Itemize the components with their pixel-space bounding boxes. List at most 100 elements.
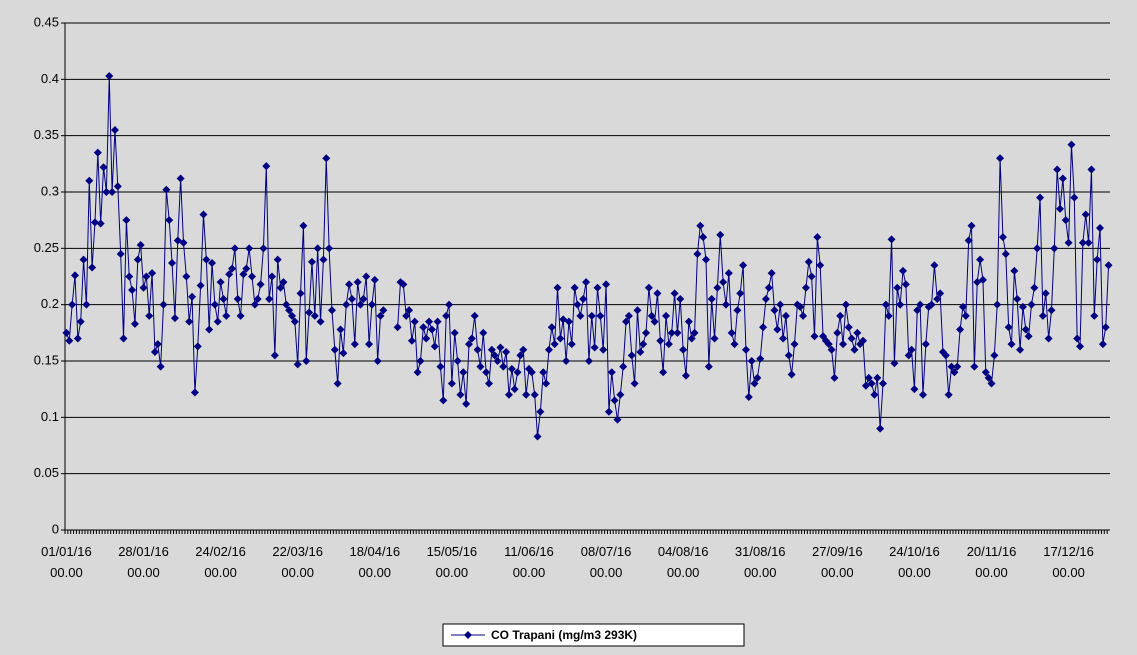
- point-marker: [1018, 302, 1027, 311]
- point-marker: [547, 323, 556, 332]
- point-marker: [881, 300, 890, 309]
- point-marker: [670, 289, 679, 298]
- point-marker: [953, 362, 962, 371]
- point-marker: [602, 280, 611, 289]
- point-marker: [359, 295, 368, 304]
- point-marker: [976, 255, 985, 264]
- point-marker: [961, 311, 970, 320]
- point-marker: [870, 390, 879, 399]
- point-marker: [610, 396, 619, 405]
- point-marker: [327, 306, 336, 315]
- point-marker: [824, 340, 833, 349]
- point-marker: [128, 286, 137, 295]
- point-marker: [1104, 261, 1113, 270]
- point-marker: [910, 385, 919, 394]
- point-marker: [864, 373, 873, 382]
- point-marker: [148, 269, 157, 278]
- point-marker: [216, 278, 225, 287]
- point-marker: [696, 221, 705, 230]
- point-marker: [690, 328, 699, 337]
- y-tick-label: 0.15: [34, 352, 59, 367]
- point-marker: [290, 317, 299, 326]
- point-marker: [190, 388, 199, 397]
- point-marker: [799, 311, 808, 320]
- point-marker: [622, 317, 631, 326]
- point-marker: [319, 255, 328, 264]
- point-marker: [647, 311, 656, 320]
- point-marker: [225, 270, 234, 279]
- point-marker: [310, 311, 319, 320]
- point-marker: [556, 334, 565, 343]
- point-marker: [268, 272, 277, 281]
- point-marker: [313, 244, 322, 253]
- point-marker: [1027, 300, 1036, 309]
- point-marker: [496, 343, 505, 352]
- point-marker: [339, 349, 348, 358]
- x-tick-label: 27/09/16 00.00: [812, 544, 863, 580]
- point-marker: [604, 407, 613, 416]
- point-marker: [1058, 174, 1067, 183]
- point-marker: [1047, 306, 1056, 315]
- point-marker: [285, 306, 294, 315]
- point-marker: [68, 300, 77, 309]
- x-tick-label: 31/08/16 00.00: [735, 544, 786, 580]
- point-marker: [713, 283, 722, 292]
- y-tick-label: 0.4: [41, 71, 59, 86]
- point-marker: [930, 261, 939, 270]
- point-marker: [467, 334, 476, 343]
- point-marker: [219, 295, 228, 304]
- point-marker: [307, 257, 316, 266]
- point-marker: [168, 258, 177, 267]
- point-marker: [667, 328, 676, 337]
- point-marker: [205, 325, 214, 334]
- point-marker: [208, 258, 217, 267]
- point-marker: [699, 233, 708, 242]
- point-marker: [433, 317, 442, 326]
- point-marker: [633, 306, 642, 315]
- point-marker: [156, 362, 165, 371]
- point-marker: [282, 300, 291, 309]
- point-marker: [65, 336, 74, 345]
- point-marker: [1053, 165, 1062, 174]
- point-marker: [836, 311, 845, 320]
- point-marker: [179, 238, 188, 247]
- point-marker: [176, 174, 185, 183]
- y-tick-label: 0.25: [34, 240, 59, 255]
- point-marker: [456, 390, 465, 399]
- point-marker: [253, 295, 262, 304]
- point-marker: [1061, 216, 1070, 225]
- point-marker: [507, 364, 516, 373]
- point-marker: [730, 340, 739, 349]
- point-marker: [102, 188, 111, 196]
- point-marker: [430, 342, 439, 351]
- x-tick-label: 24/10/16 00.00: [889, 544, 940, 580]
- point-marker: [884, 311, 893, 320]
- point-marker: [707, 295, 716, 304]
- point-marker: [410, 317, 419, 326]
- point-marker: [704, 362, 713, 371]
- point-marker: [956, 325, 965, 334]
- point-marker: [316, 317, 325, 326]
- point-marker: [993, 300, 1002, 309]
- point-marker: [1001, 249, 1010, 258]
- point-marker: [1016, 345, 1025, 354]
- point-marker: [1007, 340, 1016, 349]
- legend: CO Trapani (mg/m3 293K): [442, 623, 745, 647]
- point-marker: [810, 332, 819, 341]
- point-marker: [1056, 204, 1065, 213]
- point-marker: [362, 272, 371, 281]
- point-marker: [599, 345, 608, 354]
- point-marker: [747, 357, 756, 365]
- point-marker: [830, 373, 839, 382]
- point-marker: [936, 289, 945, 298]
- point-marker: [970, 362, 979, 371]
- point-marker: [918, 390, 927, 399]
- point-marker: [305, 308, 314, 317]
- point-marker: [944, 390, 953, 399]
- point-marker: [573, 300, 582, 309]
- point-marker: [302, 357, 311, 365]
- point-marker: [676, 295, 685, 304]
- point-marker: [913, 306, 922, 315]
- point-marker: [376, 311, 385, 320]
- point-marker: [330, 345, 339, 354]
